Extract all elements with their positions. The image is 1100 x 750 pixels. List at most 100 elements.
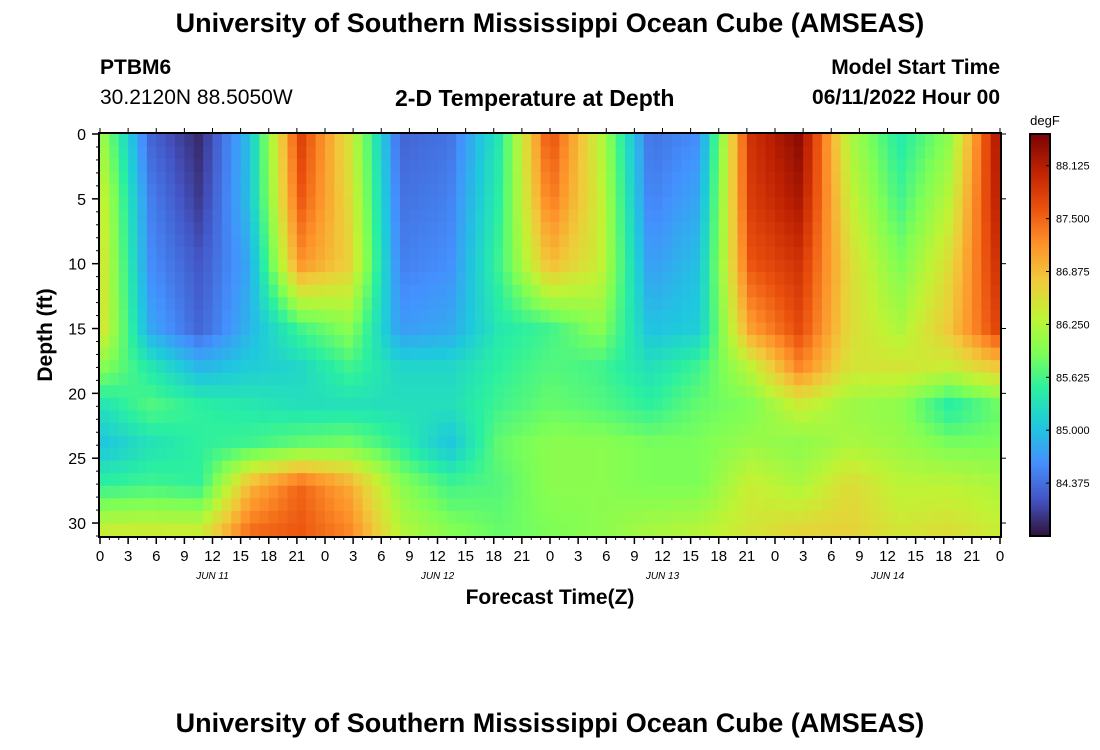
heatmap-cell	[353, 335, 364, 349]
heatmap-cell	[878, 347, 889, 361]
heatmap-cell	[718, 523, 729, 536]
heatmap-cell	[756, 510, 767, 525]
heatmap-cell	[559, 284, 570, 298]
heatmap-cell	[109, 485, 120, 499]
heatmap-cell	[100, 473, 110, 487]
heatmap-cell	[240, 473, 251, 487]
heatmap-cell	[634, 171, 645, 185]
heatmap-cell	[615, 385, 626, 399]
heatmap-cell	[878, 221, 889, 236]
heatmap-cell	[643, 473, 654, 487]
heatmap-cell	[268, 498, 279, 512]
heatmap-cell	[915, 209, 926, 223]
heatmap-cell	[578, 259, 589, 273]
heatmap-cell	[915, 272, 926, 286]
heatmap-cell	[109, 498, 120, 512]
heatmap-cell	[550, 184, 560, 198]
heatmap-cell	[128, 498, 139, 512]
heatmap-cell	[531, 523, 542, 536]
heatmap-cell	[943, 473, 954, 487]
heatmap-cell	[343, 435, 354, 449]
heatmap-cell	[700, 485, 710, 499]
heatmap-cell	[409, 209, 420, 223]
heatmap-cell	[493, 473, 504, 487]
heatmap-cell	[718, 221, 729, 236]
heatmap-cell	[971, 247, 982, 261]
heatmap-cell	[100, 422, 110, 437]
heatmap-cell	[165, 523, 176, 536]
heatmap-cell	[493, 385, 504, 399]
heatmap-cell	[634, 335, 645, 349]
heatmap-cell	[343, 184, 354, 198]
heatmap-cell	[812, 259, 823, 273]
heatmap-cell	[953, 284, 964, 298]
heatmap-cell	[418, 335, 429, 349]
heatmap-cell	[962, 498, 973, 512]
heatmap-cell	[878, 473, 889, 487]
heatmap-cell	[343, 221, 354, 236]
heatmap-cell	[775, 272, 785, 286]
heatmap-cell	[437, 448, 448, 462]
heatmap-cell	[962, 309, 973, 324]
heatmap-cell	[390, 422, 401, 437]
heatmap-cell	[456, 360, 467, 374]
heatmap-cell	[475, 397, 485, 411]
heatmap-cell	[306, 247, 317, 261]
heatmap-cell	[137, 347, 148, 361]
heatmap-cell	[925, 309, 935, 324]
heatmap-cell	[709, 146, 720, 160]
x-tick-label: 0	[546, 548, 554, 565]
heatmap-cell	[821, 221, 832, 236]
heatmap-cell	[446, 360, 457, 374]
heatmap-cell	[100, 297, 110, 311]
heatmap-cell	[381, 460, 392, 474]
heatmap-cell	[409, 360, 420, 374]
heatmap-cell	[118, 422, 129, 437]
heatmap-cell	[175, 272, 185, 286]
heatmap-cell	[400, 159, 410, 173]
heatmap-cell	[784, 360, 795, 374]
heatmap-cell	[268, 146, 279, 160]
heatmap-cell	[100, 171, 110, 185]
heatmap-cell	[728, 146, 739, 160]
heatmap-cell	[400, 485, 410, 499]
heatmap-cell	[840, 171, 851, 185]
heatmap-cell	[578, 448, 589, 462]
heatmap-cell	[709, 385, 720, 399]
heatmap-cell	[840, 234, 851, 248]
heatmap-cell	[465, 460, 476, 474]
heatmap-cell	[540, 184, 551, 198]
heatmap-cell	[643, 184, 654, 198]
heatmap-cell	[559, 184, 570, 198]
heatmap-cell	[821, 485, 832, 499]
heatmap-cell	[775, 146, 785, 160]
heatmap-cell	[475, 297, 485, 311]
heatmap-cell	[109, 360, 120, 374]
heatmap-cell	[493, 523, 504, 536]
heatmap-cell	[184, 209, 195, 223]
heatmap-cell	[287, 234, 298, 248]
heatmap-cell	[559, 460, 570, 474]
heatmap-cell	[203, 159, 214, 173]
heatmap-cell	[531, 347, 542, 361]
heatmap-cell	[887, 259, 898, 273]
heatmap-cell	[315, 485, 326, 499]
heatmap-cell	[381, 435, 392, 449]
heatmap-cell	[550, 297, 560, 311]
heatmap-cell	[981, 372, 992, 386]
heatmap-cell	[156, 134, 167, 148]
heatmap-cell	[146, 460, 157, 474]
heatmap-cell	[568, 272, 579, 286]
heatmap-cell	[268, 196, 279, 210]
heatmap-cell	[400, 322, 410, 336]
heatmap-cell	[859, 171, 870, 185]
heatmap-cell	[512, 209, 523, 223]
heatmap-cell	[437, 297, 448, 311]
heatmap-cell	[765, 209, 776, 223]
heatmap-cell	[896, 523, 907, 536]
heatmap-cell	[484, 523, 495, 536]
heatmap-cell	[925, 272, 935, 286]
heatmap-cell	[643, 272, 654, 286]
heatmap-cell	[700, 259, 710, 273]
heatmap-cell	[456, 259, 467, 273]
